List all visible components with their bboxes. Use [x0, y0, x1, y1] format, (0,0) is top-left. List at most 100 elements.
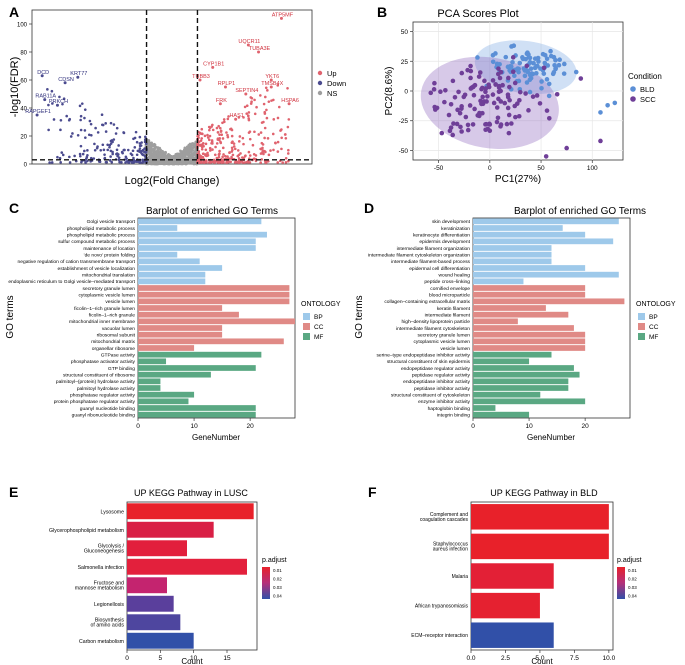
legend-swatch [638, 313, 645, 320]
up-point [203, 134, 207, 138]
up-point [247, 117, 251, 120]
category-label: keratin filament [437, 306, 471, 312]
category-label: negative regulation of cation transmembr… [18, 259, 136, 265]
down-point [89, 156, 93, 160]
down-point [60, 151, 64, 154]
colorbar-tick-label: 0.04 [273, 594, 282, 599]
go-d-legend: ONTOLOGY BP CC MF [636, 301, 676, 341]
down-point [58, 95, 61, 99]
category-label: phosphatase activator activity [71, 359, 136, 365]
bar [138, 318, 295, 325]
up-point [201, 152, 205, 156]
up-point [252, 157, 256, 160]
scc-point [476, 74, 482, 79]
down-point [141, 158, 145, 162]
up-point [221, 137, 225, 140]
down-point [69, 135, 73, 138]
bld-point [548, 53, 554, 59]
up-point [204, 142, 208, 146]
category-label: mitochondrial translation [82, 272, 135, 278]
bar [127, 595, 174, 612]
down-point [76, 133, 80, 137]
down-point [93, 148, 97, 152]
down-point [118, 160, 121, 164]
down-point [86, 149, 89, 152]
scc-point [496, 96, 501, 102]
scc-point [465, 67, 470, 73]
bar [473, 238, 614, 245]
down-point [131, 149, 135, 153]
down-point [79, 114, 83, 118]
up-point [199, 132, 203, 135]
pca-x-axis-label: PC1(27%) [495, 174, 541, 185]
scc-point [524, 63, 530, 69]
up-point [265, 108, 268, 112]
scc-point [480, 94, 486, 100]
volcano-threshold-lines [32, 10, 312, 164]
go-d-bars [473, 218, 625, 418]
up-point [271, 132, 275, 136]
down-point [96, 131, 100, 134]
down-point [109, 121, 113, 125]
bar [127, 540, 187, 557]
gene-label: PRKCH [49, 99, 68, 105]
down-point [59, 128, 62, 132]
down-point [65, 114, 69, 118]
kegg-e-title: UP KEGG Pathway in LUSC [134, 488, 248, 498]
up-point [246, 161, 250, 164]
gene-label: TMSB4X [261, 81, 283, 87]
down-point [79, 144, 83, 148]
down-point [83, 129, 87, 132]
up-point [238, 135, 242, 138]
go-c-x-axis: 0 10 20 [136, 418, 254, 430]
y-tick-label: 0 [404, 89, 408, 96]
x-tick-label: 100 [587, 165, 598, 172]
up-point [276, 116, 280, 120]
down-point [138, 160, 141, 164]
legend-dot [317, 90, 323, 96]
bar [473, 338, 586, 345]
up-point [272, 118, 276, 121]
labeled-point [246, 43, 250, 47]
up-point [228, 151, 231, 155]
bar [473, 358, 530, 365]
up-point [200, 143, 204, 146]
ns-point [160, 162, 163, 165]
scc-point [431, 87, 437, 92]
category-label: keratinization [441, 226, 470, 232]
down-point [86, 159, 89, 163]
down-point [124, 155, 128, 159]
scc-point [452, 94, 458, 100]
bld-point [534, 70, 539, 76]
up-point [262, 120, 265, 124]
panel-letter-f: F [368, 484, 377, 500]
down-point [130, 161, 134, 164]
bld-point [524, 80, 530, 85]
scc-point [510, 69, 516, 74]
bld-point [538, 66, 543, 71]
x-tick-label: 10 [190, 423, 198, 430]
up-point [208, 146, 212, 150]
ns-point [148, 155, 151, 159]
down-point [62, 97, 66, 101]
category-label: 'de novo' protein folding [84, 252, 136, 258]
ns-point [187, 143, 191, 147]
up-point [216, 131, 220, 134]
up-point [226, 117, 230, 121]
down-point [102, 148, 106, 152]
x-tick-label: 0.0 [466, 655, 475, 662]
bar [473, 325, 574, 331]
scc-point [513, 114, 518, 120]
kegg-f-x-axis: 0.0 2.5 5.0 7.5 10.0 [466, 650, 616, 662]
up-point [247, 150, 251, 154]
kegg-f-padjust-legend: p.adjust 0.01 0.02 0.03 0.04 [617, 557, 642, 599]
bar [127, 521, 214, 538]
x-tick-label: 15 [223, 655, 231, 662]
bld-point [527, 72, 533, 78]
down-point [117, 158, 121, 162]
up-point [262, 102, 266, 106]
down-point [47, 103, 50, 107]
bar [127, 558, 247, 575]
ns-point [160, 152, 163, 155]
